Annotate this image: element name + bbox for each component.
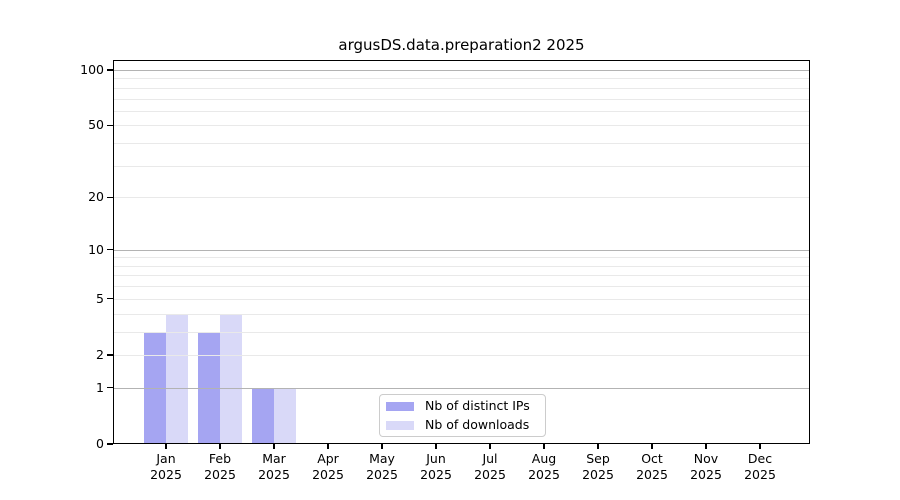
x-tick-label: Sep 2025 — [582, 451, 614, 482]
legend-label: Nb of downloads — [425, 417, 530, 432]
gridline-minor — [114, 143, 809, 145]
y-axis-tick — [106, 124, 113, 126]
y-tick-label: 5 — [96, 290, 104, 306]
y-axis-tick — [106, 69, 113, 71]
legend: Nb of distinct IPs Nb of downloads — [379, 394, 546, 437]
gridline-minor — [114, 165, 809, 167]
gridline-minor — [114, 275, 809, 277]
gridline-minor — [114, 87, 809, 89]
gridline-minor — [114, 286, 809, 288]
gridline-major — [114, 387, 809, 389]
legend-swatch — [386, 420, 414, 430]
x-axis-tick — [759, 444, 761, 449]
gridline-major — [114, 249, 809, 251]
x-axis-tick — [381, 444, 383, 449]
y-tick-label: 0 — [96, 436, 104, 451]
y-axis-tick — [106, 387, 113, 389]
gridline-minor — [114, 331, 809, 333]
gridline-major — [114, 69, 809, 71]
gridline-minor — [114, 265, 809, 267]
gridline-minor — [114, 354, 809, 356]
y-tick-label: 10 — [88, 241, 104, 257]
x-tick-label: Apr 2025 — [312, 451, 344, 482]
y-axis-tick — [106, 249, 113, 251]
x-tick-label: Dec 2025 — [744, 451, 776, 482]
gridline-minor — [114, 78, 809, 80]
bar-nb-of-downloads-jan — [166, 313, 188, 443]
y-tick-label: 100 — [80, 61, 104, 77]
y-tick-label: 1 — [96, 379, 104, 395]
y-tick-label: 20 — [88, 189, 104, 205]
x-tick-label: Aug 2025 — [528, 451, 560, 482]
x-axis-tick — [273, 444, 275, 449]
y-tick-label: 2 — [96, 346, 104, 362]
gridline-minor — [114, 298, 809, 300]
x-axis-tick — [489, 444, 491, 449]
legend-entry: Nb of distinct IPs — [386, 398, 537, 414]
x-tick-label: Jun 2025 — [420, 451, 452, 482]
x-tick-label: Nov 2025 — [690, 451, 722, 482]
legend-entry: Nb of downloads — [386, 417, 537, 433]
bar-nb-of-downloads-feb — [220, 313, 242, 443]
bar-nb-of-distinct-ips-jan — [144, 331, 166, 443]
chart-title: argusDS.data.preparation2 2025 — [338, 36, 585, 54]
y-axis-tick — [106, 196, 113, 198]
x-axis-tick — [705, 444, 707, 449]
x-axis-tick — [219, 444, 221, 449]
gridline-minor — [114, 257, 809, 259]
x-tick-label: Jul 2025 — [474, 451, 506, 482]
gridline-minor — [114, 125, 809, 127]
x-axis-tick — [651, 444, 653, 449]
gridline-minor — [114, 197, 809, 199]
x-tick-label: Jan 2025 — [150, 451, 182, 482]
y-axis-tick — [106, 354, 113, 356]
x-axis-tick — [435, 444, 437, 449]
x-tick-label: Feb 2025 — [204, 451, 236, 482]
y-axis-tick — [106, 443, 113, 445]
bar-nb-of-distinct-ips-feb — [198, 331, 220, 443]
gridline-minor — [114, 98, 809, 100]
x-axis-tick — [597, 444, 599, 449]
legend-swatch — [386, 401, 414, 411]
legend-label: Nb of distinct IPs — [425, 398, 530, 413]
gridline-minor — [114, 110, 809, 112]
x-tick-label: Mar 2025 — [258, 451, 290, 482]
x-axis-tick — [327, 444, 329, 449]
x-axis-tick — [165, 444, 167, 449]
gridline-minor — [114, 313, 809, 315]
x-tick-label: Oct 2025 — [636, 451, 668, 482]
x-axis-tick — [543, 444, 545, 449]
bar-nb-of-distinct-ips-mar — [252, 387, 274, 443]
bar-nb-of-downloads-mar — [274, 387, 296, 443]
y-tick-label: 50 — [88, 117, 104, 133]
y-axis-tick — [106, 298, 113, 300]
x-tick-label: May 2025 — [366, 451, 398, 482]
